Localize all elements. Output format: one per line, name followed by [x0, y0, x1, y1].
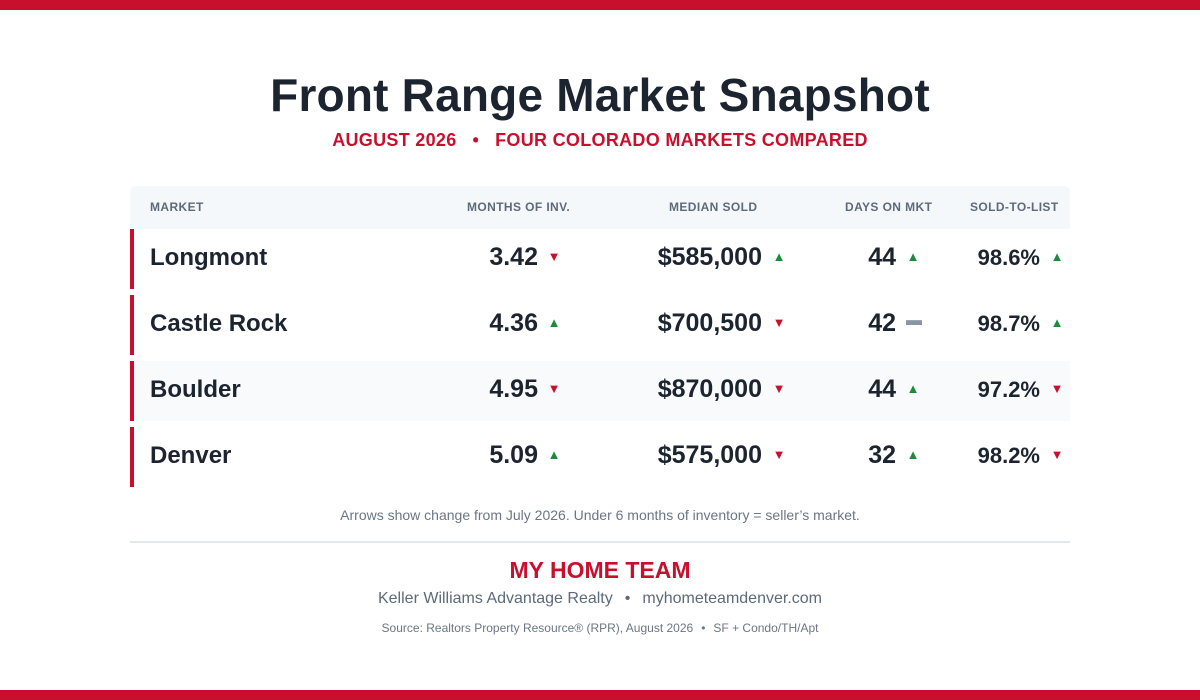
trend-down-icon: ▼	[547, 381, 561, 396]
footer-divider	[130, 541, 1070, 543]
market-name: Denver	[150, 442, 232, 469]
months-of-inventory-value: 3.42	[489, 243, 538, 271]
contact-line: Keller Williams Advantage Realty • myhomet…	[0, 590, 1200, 608]
subtitle-separator: •	[472, 130, 480, 150]
table-row: Longmont 3.42 ▼ $585,000 ▲ 44 ▲ 98.6% ▲	[130, 229, 1070, 289]
days-on-market-value: 32	[868, 441, 896, 469]
days-on-market-value: 42	[868, 309, 896, 337]
trend-down-icon: ▼	[1050, 447, 1064, 462]
trend-up-icon: ▲	[906, 447, 920, 462]
days-on-market-value: 44	[868, 243, 896, 271]
trend-down-icon: ▼	[772, 315, 786, 330]
trend-down-icon: ▼	[772, 447, 786, 462]
website-link[interactable]: myhometeamdenver.com	[642, 590, 822, 607]
median-sold-value: $700,500	[657, 309, 762, 337]
table-header: MARKET MONTHS OF INV. MEDIAN SOLD DAYS O…	[130, 186, 1070, 229]
months-of-inventory-value: 5.09	[489, 441, 538, 469]
median-sold-value: $585,000	[657, 243, 762, 271]
subtitle-description: FOUR COLORADO MARKETS COMPARED	[495, 130, 868, 150]
trend-up-icon: ▲	[547, 315, 561, 330]
trend-up-icon: ▲	[906, 249, 920, 264]
market-name: Boulder	[150, 376, 241, 403]
days-on-market-value: 44	[868, 375, 896, 403]
brand-name: MY HOME TEAM	[509, 557, 691, 583]
column-header-sold-to-list: SOLD-TO-LIST	[970, 200, 1059, 214]
trend-down-icon: ▼	[547, 249, 561, 264]
page-subtitle: AUGUST 2026 • FOUR COLORADO MARKETS COMPAR…	[0, 130, 1200, 151]
column-header-days-on-market: DAYS ON MKT	[845, 200, 933, 214]
trend-down-icon: ▼	[1050, 381, 1064, 396]
trend-up-icon: ▲	[1050, 249, 1064, 264]
market-name: Castle Rock	[150, 310, 288, 337]
source-citation: Source: Realtors Property Resource® (RPR…	[381, 621, 694, 635]
page-title: Front Range Market Snapshot	[270, 69, 930, 121]
subtitle-date: AUGUST 2026	[332, 130, 457, 150]
table-row: Boulder 4.95 ▼ $870,000 ▼ 44 ▲ 97.2% ▼	[130, 361, 1070, 421]
table-row: Castle Rock 4.36 ▲ $700,500 ▼ 42 ▬ 98.7%…	[130, 295, 1070, 355]
sold-to-list-value: 97.2%	[977, 377, 1040, 402]
months-of-inventory-value: 4.36	[489, 309, 538, 337]
source-separator: •	[701, 621, 706, 635]
table-footnote: Arrows show change from July 2026. Under…	[340, 507, 860, 523]
market-table: MARKET MONTHS OF INV. MEDIAN SOLD DAYS O…	[130, 186, 1070, 487]
sold-to-list-value: 98.7%	[977, 311, 1040, 336]
property-types: SF + Condo/TH/Apt	[713, 621, 819, 635]
trend-up-icon: ▲	[772, 249, 786, 264]
top-accent-bar	[0, 0, 1200, 10]
months-of-inventory-value: 4.95	[489, 375, 538, 403]
column-header-market: MARKET	[150, 200, 204, 214]
contact-separator: •	[624, 590, 631, 607]
market-name: Longmont	[150, 244, 268, 271]
trend-flat-icon: ▬	[906, 312, 922, 329]
median-sold-value: $870,000	[657, 375, 762, 403]
column-header-months-of-inventory: MONTHS OF INV.	[467, 200, 571, 214]
source-line: Source: Realtors Property Resource® (RPR…	[0, 621, 1200, 635]
sold-to-list-value: 98.2%	[977, 443, 1040, 468]
bottom-accent-bar	[0, 690, 1200, 700]
trend-down-icon: ▼	[772, 381, 786, 396]
trend-up-icon: ▲	[906, 381, 920, 396]
company-name: Keller Williams Advantage Realty	[377, 590, 613, 607]
table-row: Denver 5.09 ▲ $575,000 ▼ 32 ▲ 98.2% ▼	[130, 427, 1070, 487]
sold-to-list-value: 98.6%	[977, 245, 1040, 270]
column-header-median-sold: MEDIAN SOLD	[669, 200, 758, 214]
median-sold-value: $575,000	[657, 441, 762, 469]
trend-up-icon: ▲	[547, 447, 561, 462]
trend-up-icon: ▲	[1050, 315, 1064, 330]
